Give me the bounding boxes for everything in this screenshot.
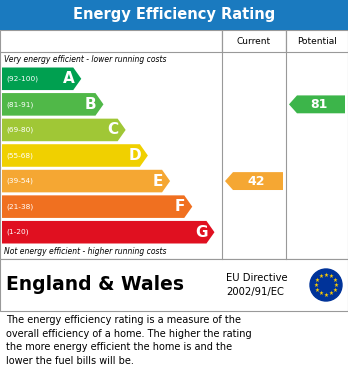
Bar [222, 30, 286, 52]
Text: ★: ★ [324, 273, 329, 278]
Text: Not energy efficient - higher running costs: Not energy efficient - higher running co… [4, 248, 166, 256]
Text: (55-68): (55-68) [6, 152, 33, 159]
Polygon shape [2, 221, 214, 244]
Polygon shape [2, 196, 192, 218]
Text: C: C [108, 122, 119, 137]
Text: (92-100): (92-100) [6, 75, 38, 82]
Polygon shape [2, 68, 81, 90]
Text: 42: 42 [247, 174, 265, 188]
Text: ★: ★ [324, 292, 329, 298]
Text: 81: 81 [310, 98, 328, 111]
Text: ★: ★ [329, 274, 333, 279]
Text: G: G [195, 225, 207, 240]
Circle shape [310, 269, 342, 301]
Text: The energy efficiency rating is a measure of the
overall efficiency of a home. T: The energy efficiency rating is a measur… [6, 315, 252, 366]
Text: (1-20): (1-20) [6, 229, 29, 235]
Text: Energy Efficiency Rating: Energy Efficiency Rating [73, 7, 275, 23]
Text: (69-80): (69-80) [6, 127, 33, 133]
Text: EU Directive
2002/91/EC: EU Directive 2002/91/EC [226, 273, 288, 297]
Polygon shape [2, 170, 170, 192]
Bar [0, 30, 222, 52]
Bar [0, 30, 348, 259]
Bar [0, 259, 348, 311]
Text: ★: ★ [318, 274, 323, 279]
Text: ★: ★ [332, 278, 337, 283]
Text: ★: ★ [314, 283, 318, 287]
Text: ★: ★ [315, 287, 320, 292]
Polygon shape [289, 95, 345, 113]
Text: (81-91): (81-91) [6, 101, 33, 108]
Text: E: E [153, 174, 163, 188]
Text: (39-54): (39-54) [6, 178, 33, 184]
Bar [0, 0, 348, 30]
Polygon shape [2, 93, 103, 116]
Text: F: F [175, 199, 185, 214]
Text: Current: Current [237, 36, 271, 45]
Text: ★: ★ [318, 291, 323, 296]
Polygon shape [2, 118, 126, 141]
Text: Very energy efficient - lower running costs: Very energy efficient - lower running co… [4, 54, 166, 63]
Bar [286, 30, 348, 52]
Text: England & Wales: England & Wales [6, 276, 184, 294]
Text: A: A [63, 71, 74, 86]
Text: ★: ★ [334, 283, 339, 287]
Text: ★: ★ [332, 287, 337, 292]
Polygon shape [225, 172, 283, 190]
Text: (21-38): (21-38) [6, 203, 33, 210]
Text: D: D [128, 148, 141, 163]
Text: ★: ★ [315, 278, 320, 283]
Text: ★: ★ [329, 291, 333, 296]
Text: B: B [85, 97, 96, 112]
Text: Potential: Potential [297, 36, 337, 45]
Polygon shape [2, 144, 148, 167]
